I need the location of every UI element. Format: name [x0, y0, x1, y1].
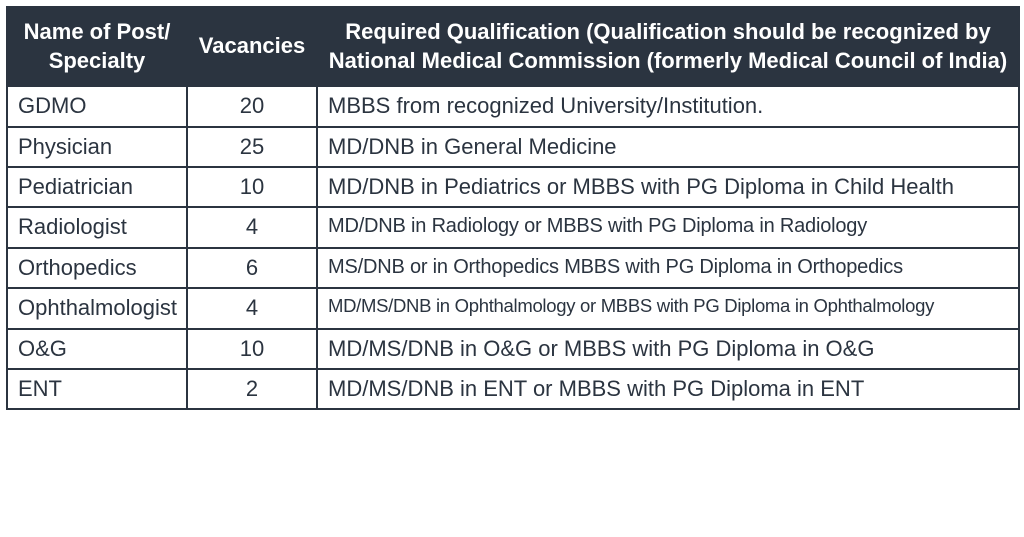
- table-row: GDMO20MBBS from recognized University/In…: [7, 86, 1019, 126]
- cell-vacancies: 20: [187, 86, 317, 126]
- cell-qualification: MD/DNB in Radiology or MBBS with PG Dipl…: [317, 207, 1019, 247]
- cell-post: GDMO: [7, 86, 187, 126]
- cell-vacancies: 10: [187, 329, 317, 369]
- col-header-post-label: Name of Post/ Specialty: [24, 19, 171, 73]
- cell-vacancies: 10: [187, 167, 317, 207]
- cell-qualification: MD/MS/DNB in Ophthalmology or MBBS with …: [317, 288, 1019, 328]
- cell-post: O&G: [7, 329, 187, 369]
- table-row: Physician25MD/DNB in General Medicine: [7, 127, 1019, 167]
- cell-post: ENT: [7, 369, 187, 409]
- cell-qualification: MD/MS/DNB in ENT or MBBS with PG Diploma…: [317, 369, 1019, 409]
- col-header-qualification: Required Qualification (Qualification sh…: [317, 7, 1019, 86]
- cell-post: Ophthalmologist: [7, 288, 187, 328]
- cell-qualification: MD/DNB in Pediatrics or MBBS with PG Dip…: [317, 167, 1019, 207]
- cell-qualification: MD/DNB in General Medicine: [317, 127, 1019, 167]
- col-header-vacancies-label: Vacancies: [199, 33, 305, 58]
- cell-qualification: MBBS from recognized University/Institut…: [317, 86, 1019, 126]
- cell-qualification: MD/MS/DNB in O&G or MBBS with PG Diploma…: [317, 329, 1019, 369]
- cell-vacancies: 2: [187, 369, 317, 409]
- table-body: GDMO20MBBS from recognized University/In…: [7, 86, 1019, 409]
- cell-vacancies: 25: [187, 127, 317, 167]
- table-row: Orthopedics6MS/DNB or in Orthopedics MBB…: [7, 248, 1019, 288]
- cell-post: Radiologist: [7, 207, 187, 247]
- col-header-post: Name of Post/ Specialty: [7, 7, 187, 86]
- table-row: Ophthalmologist4MD/MS/DNB in Ophthalmolo…: [7, 288, 1019, 328]
- cell-post: Physician: [7, 127, 187, 167]
- table-row: O&G10MD/MS/DNB in O&G or MBBS with PG Di…: [7, 329, 1019, 369]
- cell-qualification: MS/DNB or in Orthopedics MBBS with PG Di…: [317, 248, 1019, 288]
- table-row: Radiologist4MD/DNB in Radiology or MBBS …: [7, 207, 1019, 247]
- cell-vacancies: 4: [187, 288, 317, 328]
- col-header-qualification-label: Required Qualification (Qualification sh…: [329, 19, 1007, 73]
- table-header: Name of Post/ Specialty Vacancies Requir…: [7, 7, 1019, 86]
- table-header-row: Name of Post/ Specialty Vacancies Requir…: [7, 7, 1019, 86]
- cell-post: Pediatrician: [7, 167, 187, 207]
- cell-vacancies: 6: [187, 248, 317, 288]
- table-row: ENT2MD/MS/DNB in ENT or MBBS with PG Dip…: [7, 369, 1019, 409]
- table-row: Pediatrician10MD/DNB in Pediatrics or MB…: [7, 167, 1019, 207]
- cell-vacancies: 4: [187, 207, 317, 247]
- col-header-vacancies: Vacancies: [187, 7, 317, 86]
- cell-post: Orthopedics: [7, 248, 187, 288]
- vacancy-table: Name of Post/ Specialty Vacancies Requir…: [6, 6, 1020, 410]
